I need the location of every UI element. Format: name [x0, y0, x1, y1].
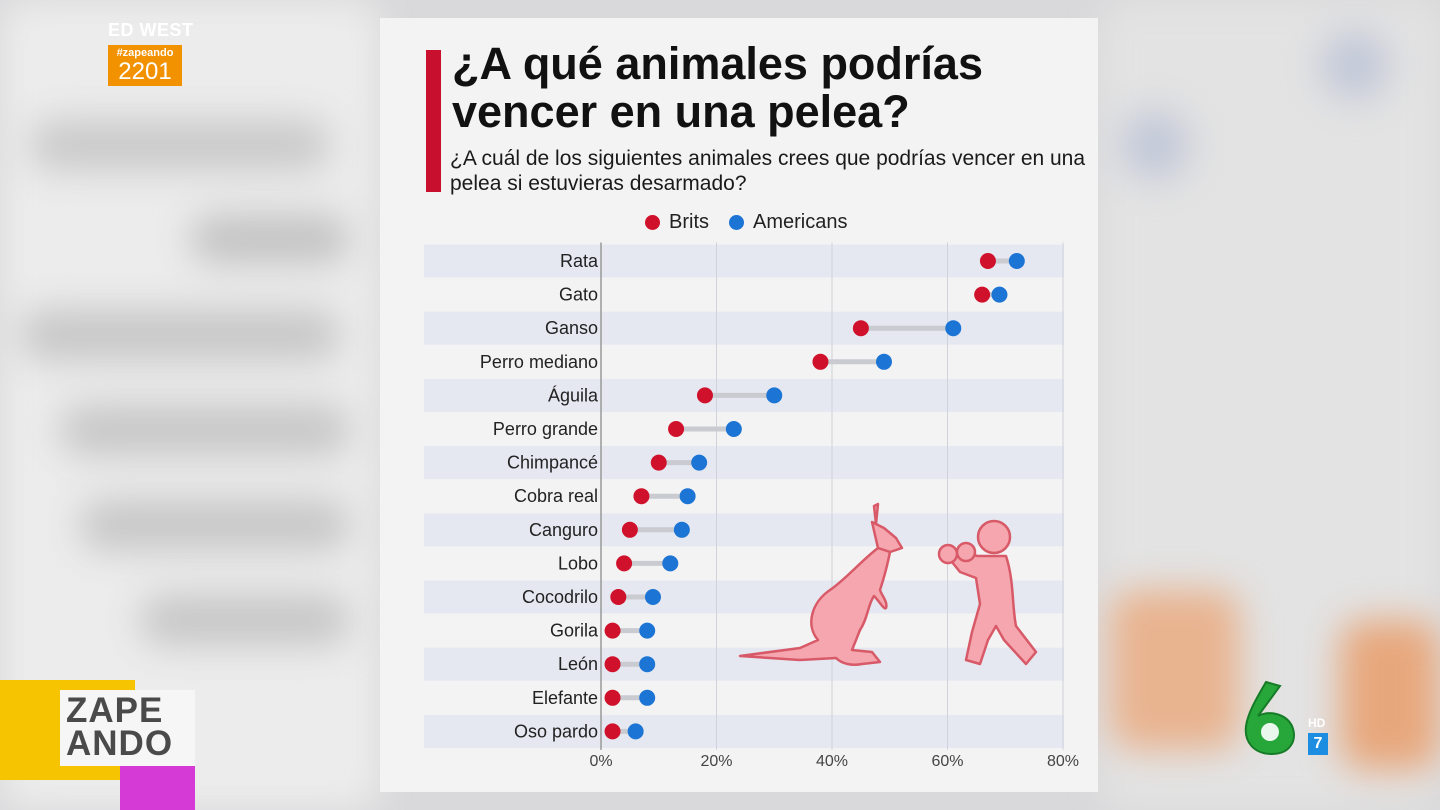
chart-legend: Brits Americans	[645, 208, 867, 236]
point-americans-lobo	[662, 555, 679, 572]
point-americans-elefante	[639, 689, 656, 706]
row-band	[424, 311, 1064, 345]
point-brits-gorila	[604, 622, 621, 639]
show-logo-line2: ANDO	[66, 724, 174, 763]
point-americans-ganso	[945, 320, 962, 337]
point-americans-canguro	[673, 521, 690, 538]
show-logo-box	[60, 690, 195, 766]
row-band	[424, 513, 1064, 547]
category-label-perro-mediano: Perro mediano	[480, 352, 598, 372]
row-band	[424, 446, 1064, 480]
show-logo: ZAPE ANDO	[66, 691, 174, 763]
show-logo-line1: ZAPE	[66, 691, 164, 730]
point-brits-lobo	[616, 555, 633, 572]
x-tick-label: 40%	[816, 753, 848, 770]
category-label-perro-grande: Perro grande	[493, 419, 598, 439]
legend-label-americans: Americans	[753, 210, 848, 233]
point-americans-perro-grande	[725, 421, 742, 437]
point-brits-chimpance	[650, 454, 667, 471]
row-band	[424, 580, 1064, 614]
kangaroo-icon	[738, 502, 904, 666]
category-label-cobra-real: Cobra real	[514, 486, 598, 506]
category-label-rata: Rata	[560, 251, 599, 271]
point-americans-aguila	[766, 387, 783, 404]
category-label-elefante: Elefante	[532, 688, 598, 708]
point-brits-perro-mediano	[812, 353, 829, 370]
point-americans-cobra-real	[679, 488, 696, 505]
brand-name: ED WEST	[108, 20, 194, 40]
la-sexta-logo	[1244, 680, 1295, 756]
category-label-ganso: Ganso	[545, 318, 598, 338]
x-tick-label: 20%	[700, 753, 732, 770]
point-brits-cobra-real	[633, 488, 650, 505]
hd-label: HD	[1308, 716, 1326, 730]
point-americans-gato	[991, 286, 1008, 303]
category-label-canguro: Canguro	[529, 520, 598, 540]
episode-badge: #zapeando 2201	[108, 45, 182, 86]
point-brits-gato	[974, 286, 991, 303]
program-logo: ED WEST #zapeando 2201	[108, 20, 194, 86]
point-brits-aguila	[696, 387, 713, 404]
legend-item-americans: Americans	[729, 211, 847, 234]
point-americans-gorila	[639, 622, 656, 639]
boxer-icon	[937, 519, 1038, 666]
point-brits-ganso	[852, 320, 869, 337]
legend-swatch-brits	[645, 214, 660, 230]
point-brits-perro-grande	[668, 421, 685, 437]
chart-title: ¿A qué animales podrías vencer en una pe…	[452, 38, 983, 137]
point-brits-elefante	[604, 689, 621, 706]
episode-number: 2201	[118, 58, 172, 85]
hashtag-label: #zapeando	[116, 47, 174, 59]
point-americans-oso-pardo	[627, 723, 644, 740]
point-brits-oso-pardo	[604, 723, 621, 740]
title-accent-bar	[426, 50, 441, 192]
point-brits-leon	[604, 656, 621, 673]
category-label-cocodrilo: Cocodrilo	[522, 587, 598, 607]
row-band	[424, 244, 1064, 278]
category-label-leon: León	[558, 654, 598, 674]
category-label-gorila: Gorila	[550, 621, 599, 641]
point-americans-perro-mediano	[875, 353, 892, 370]
chart-subtitle: ¿A cuál de los siguientes animales crees…	[450, 147, 1086, 195]
category-label-chimpance: Chimpancé	[507, 453, 598, 473]
point-brits-rata	[979, 253, 996, 269]
x-tick-label: 60%	[931, 753, 963, 770]
category-label-oso-pardo: Oso pardo	[514, 721, 598, 741]
row-band	[424, 714, 1064, 748]
category-label-lobo: Lobo	[558, 553, 598, 573]
legend-item-brits: Brits	[645, 211, 709, 234]
point-brits-cocodrilo	[610, 589, 627, 605]
point-americans-leon	[639, 656, 656, 673]
point-americans-cocodrilo	[644, 589, 661, 605]
x-tick-label: 0%	[589, 753, 612, 770]
point-americans-chimpance	[691, 454, 708, 471]
point-americans-rata	[1008, 253, 1025, 269]
legend-label-brits: Brits	[669, 210, 709, 233]
point-brits-canguro	[621, 521, 638, 538]
row-band	[424, 647, 1064, 681]
channel-number-badge: 7	[1308, 733, 1328, 755]
x-tick-label: 80%	[1047, 753, 1079, 770]
category-label-gato: Gato	[559, 285, 598, 305]
category-label-aguila: Águila	[548, 385, 599, 405]
legend-swatch-americans	[729, 214, 744, 230]
